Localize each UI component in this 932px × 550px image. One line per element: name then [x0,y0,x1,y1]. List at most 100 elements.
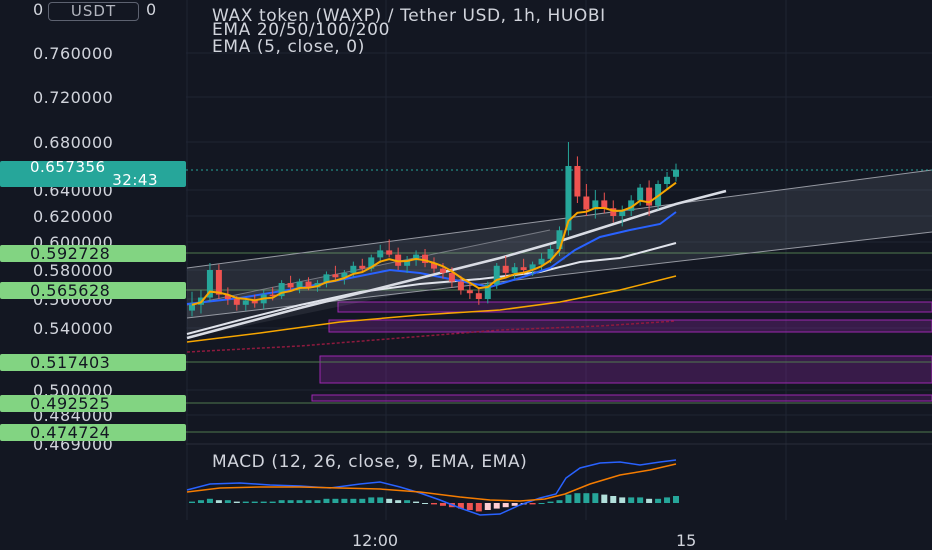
candle-up [413,254,420,261]
candle-down [332,274,339,278]
macd-bar [529,503,536,505]
candle-down [395,254,402,266]
macd-bar [350,498,357,503]
candle-up [547,249,554,259]
candle-up [511,267,518,273]
candle-down [215,270,222,295]
ema5-legend[interactable]: EMA (5, close, 0) [212,37,365,57]
macd-bar [332,498,339,503]
macd-bar [619,497,626,503]
macd-bar [547,501,554,503]
candle-up [323,274,330,284]
time-label-15: 15 [676,531,696,550]
candle-up [350,265,357,273]
candle-up [592,200,599,210]
macd-bar [287,500,294,503]
macd-bar [439,503,446,506]
macd-bar [502,503,509,508]
macd-bar [215,500,222,503]
level-tag-5: 0.474724 [0,424,186,441]
supply-zones [311,301,932,402]
ema-5-line [191,181,677,306]
candle-up [189,304,195,311]
macd-bar [305,500,312,503]
macd-bar [269,501,276,503]
candle-up [529,264,536,270]
candle-down [646,187,653,206]
zone-1 [337,301,932,313]
currency-label: USDT [70,2,117,20]
macd-bar [359,498,366,503]
zone-2 [328,319,932,333]
macd-histogram [189,493,679,512]
candle-down [475,293,482,299]
candle-down [224,294,231,299]
macd-bar [296,500,303,503]
candle-down [233,299,240,305]
macd-bar [466,503,473,510]
candle-down [251,300,258,304]
price-tick-label: 0.760000 [33,44,113,63]
axis-suffix-digit: 0 [146,0,157,19]
candle-down [305,281,312,288]
level-tag-4: 0.492525 [0,395,186,412]
macd-bar [664,497,671,503]
macd-bar [386,498,393,503]
chart-title: WAX token (WAXP) / Tether USD, 1h, HUOBI [212,6,606,26]
candle-down [269,294,276,297]
level-tag-3: 0.517403 [0,354,186,371]
candle-down [601,200,608,209]
ema-legend[interactable]: EMA 20/50/100/200 [212,20,390,40]
candle-up [538,258,545,265]
macd-bar [475,503,482,512]
candle-up [664,176,671,184]
macd-signal-line [186,463,677,502]
zone-3 [319,355,932,384]
macd-bar [233,501,240,503]
ema-200-line [186,320,677,353]
candle-up [296,281,303,288]
candle-down [574,166,581,197]
candle-down [386,250,393,255]
candle-down [359,265,366,269]
axis-prefix-digit: 0 [33,0,44,19]
price-tick-label: 0.620000 [33,207,113,226]
candle-down [287,283,294,288]
macd-bar [431,503,437,505]
time-label-1200: 12:00 [352,531,398,550]
candle-down [422,254,429,263]
candle-down [520,267,527,270]
candle-up [484,284,491,299]
macd-bar [673,496,679,503]
macd-legend[interactable]: MACD (12, 26, close, 9, EMA, EMA) [212,452,527,472]
candle-up [556,230,563,249]
macd-bar [538,503,545,504]
candle-up [368,257,375,269]
level-tag-1: 0.592728 [0,245,186,262]
ema-100-line [186,275,677,343]
macd-bar [242,501,249,503]
price-tick-label: 0.680000 [33,133,113,152]
macd-bar [628,497,635,503]
macd-bar [206,498,213,503]
macd-bar [404,500,411,503]
macd-bar [377,497,384,503]
macd-bar [637,497,644,503]
macd-bar [655,498,662,503]
macd-bar [610,496,617,503]
level-tag-2: 0.565628 [0,282,186,299]
macd-bar [251,501,258,503]
macd-bar [422,503,429,504]
currency-selector[interactable]: USDT [48,2,139,21]
macd-bar [511,503,518,506]
candle-down [439,268,446,273]
candle-up [377,250,384,258]
candle-down [583,196,590,210]
macd-bar [601,494,608,503]
candle-up [242,300,249,305]
macd-bar [556,500,563,503]
ema-trend-line [186,189,727,340]
candle-up [341,272,348,278]
current-price-tag: 0.657356 32:43 [0,160,186,188]
